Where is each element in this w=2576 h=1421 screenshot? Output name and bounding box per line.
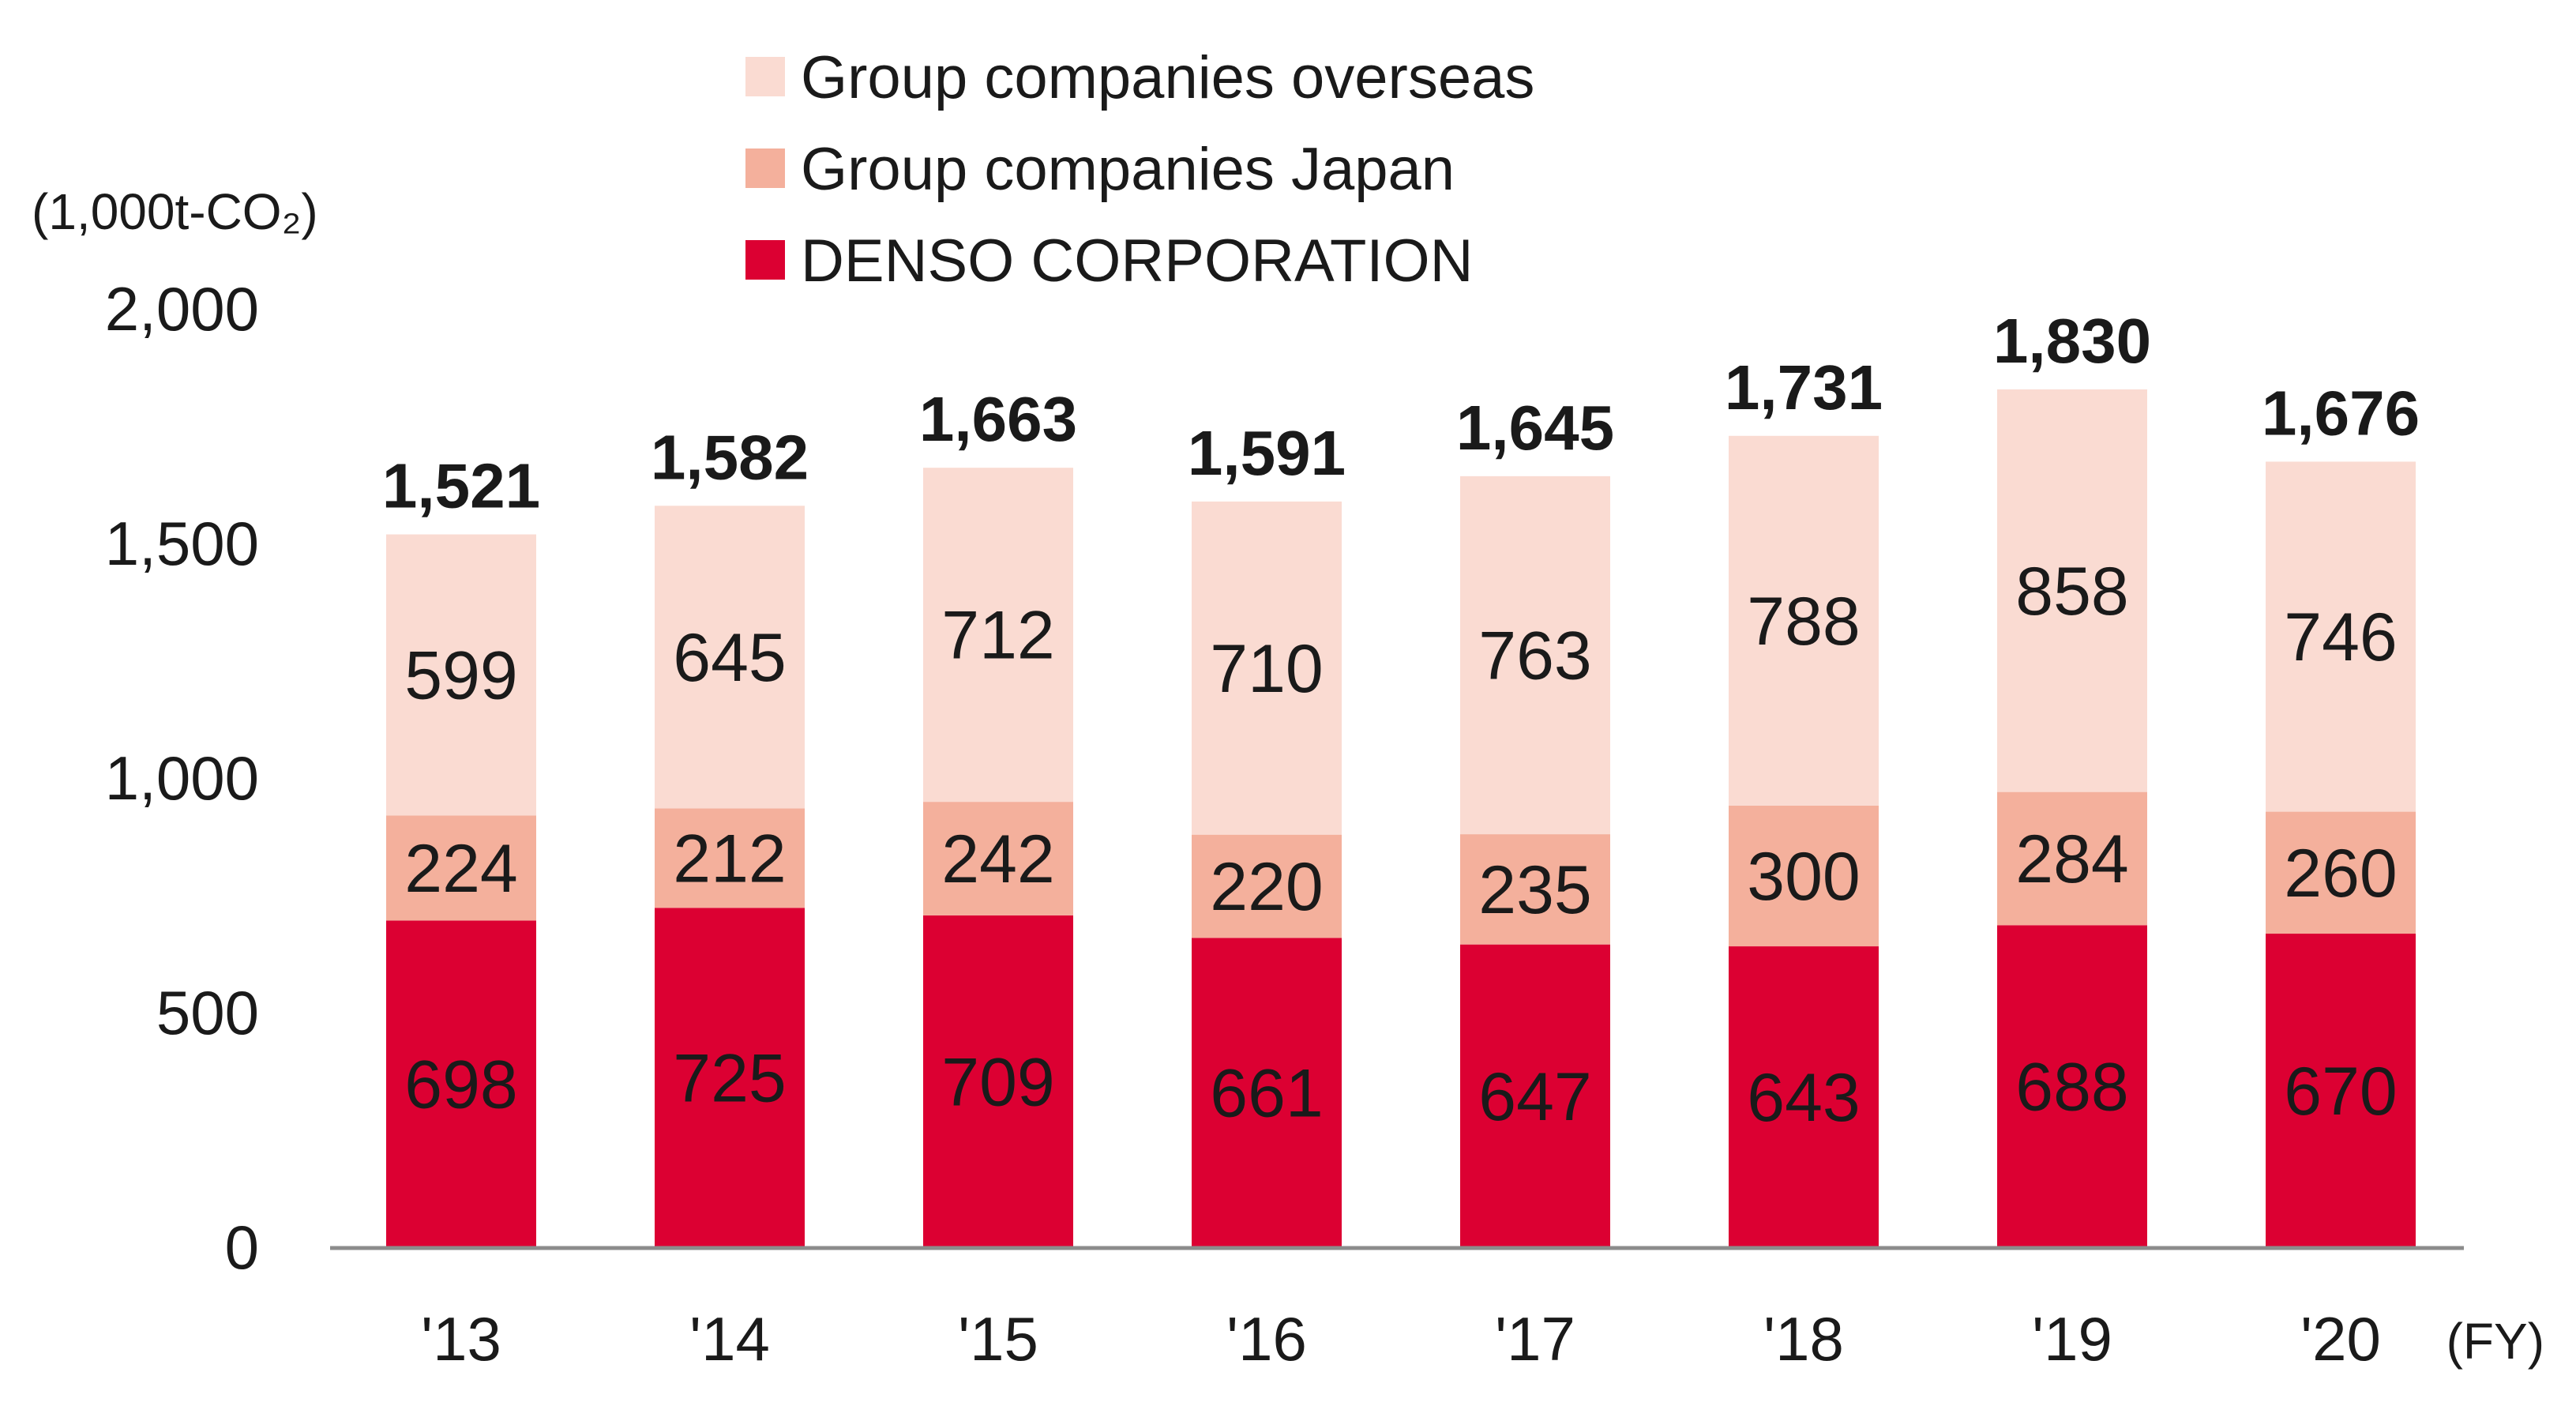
bar-segment bbox=[655, 506, 805, 809]
segment-value-label: 212 bbox=[673, 821, 787, 897]
segment-value-label: 300 bbox=[1747, 839, 1861, 915]
segment-value-label: 284 bbox=[2015, 821, 2129, 897]
segment-value-label: 643 bbox=[1747, 1060, 1861, 1136]
bar-total-label: 1,830 bbox=[1993, 306, 2151, 376]
bar-segment bbox=[1729, 435, 1879, 806]
legend-label: Group companies Japan bbox=[801, 136, 1455, 203]
legend-swatch bbox=[745, 240, 785, 280]
bar-segment bbox=[923, 802, 1073, 915]
bar-segment bbox=[1460, 834, 1610, 945]
bar-segment bbox=[1192, 501, 1342, 835]
segment-value-label: 746 bbox=[2284, 600, 2398, 675]
y-tick-label: 1,500 bbox=[105, 509, 259, 578]
segment-value-label: 645 bbox=[673, 620, 787, 696]
bar-segment bbox=[2266, 461, 2416, 812]
bar-total-label: 1,676 bbox=[2262, 378, 2420, 448]
fy-label: (FY) bbox=[2446, 1313, 2544, 1370]
x-tick-label: '19 bbox=[2032, 1304, 2112, 1374]
bar-total-label: 1,645 bbox=[1456, 393, 1614, 463]
x-tick-label: '18 bbox=[1763, 1304, 1844, 1374]
bar-segment bbox=[655, 808, 805, 908]
segment-value-label: 647 bbox=[1478, 1059, 1592, 1135]
segment-value-label: 599 bbox=[404, 637, 518, 713]
bar-segment bbox=[1729, 805, 1879, 947]
segment-value-label: 220 bbox=[1210, 849, 1324, 925]
bar-total-label: 1,521 bbox=[382, 451, 540, 521]
unit-label: (1,000t-CO₂) bbox=[32, 183, 318, 240]
segment-value-label: 688 bbox=[2015, 1050, 2129, 1126]
bar-segment bbox=[1997, 791, 2147, 926]
segment-value-label: 725 bbox=[673, 1041, 787, 1117]
bar-segment bbox=[1997, 389, 2147, 792]
x-axis-ticks: '13 '14 '15 '16 '17 '18 '19 '20 bbox=[421, 1304, 2381, 1374]
x-tick-label: '16 bbox=[1226, 1304, 1307, 1374]
segment-value-label: 788 bbox=[1747, 584, 1861, 660]
segment-value-label: 858 bbox=[2015, 554, 2129, 630]
bar-segment bbox=[1192, 834, 1342, 938]
segment-value-label: 260 bbox=[2284, 836, 2398, 912]
bar-segment bbox=[386, 815, 536, 921]
y-tick-label: 500 bbox=[156, 978, 259, 1047]
bar-segment bbox=[923, 915, 1073, 1248]
segment-value-label: 661 bbox=[1210, 1056, 1324, 1132]
segment-value-label: 712 bbox=[941, 598, 1055, 674]
segment-value-label: 235 bbox=[1478, 852, 1592, 928]
x-tick-label: '15 bbox=[958, 1304, 1038, 1374]
bar-total-label: 1,663 bbox=[919, 384, 1077, 454]
bar-segment bbox=[923, 468, 1073, 803]
legend-swatch bbox=[745, 148, 785, 188]
bar-segment bbox=[1460, 476, 1610, 835]
y-axis-ticks: 0 500 1,000 1,500 2,000 bbox=[105, 274, 259, 1282]
bar-segment bbox=[386, 534, 536, 816]
segment-value-label: 224 bbox=[404, 831, 518, 907]
legend-label: Group companies overseas bbox=[801, 44, 1534, 111]
bar-total-label: 1,582 bbox=[651, 422, 809, 492]
segment-value-label: 670 bbox=[2284, 1054, 2398, 1130]
bar-segment bbox=[2266, 811, 2416, 934]
segment-value-label: 698 bbox=[404, 1047, 518, 1123]
bar-segment bbox=[1997, 925, 2147, 1248]
legend: Group companies overseas Group companies … bbox=[745, 44, 1534, 295]
legend-swatch bbox=[745, 57, 785, 96]
bar-segment bbox=[1729, 946, 1879, 1248]
legend-label: DENSO CORPORATION bbox=[801, 227, 1474, 295]
x-tick-label: '14 bbox=[689, 1304, 770, 1374]
bar-segment bbox=[1192, 938, 1342, 1248]
x-tick-label: '20 bbox=[2300, 1304, 2381, 1374]
x-tick-label: '13 bbox=[421, 1304, 501, 1374]
bar-segment bbox=[2266, 934, 2416, 1248]
y-tick-label: 0 bbox=[225, 1212, 259, 1282]
segment-value-label: 709 bbox=[941, 1044, 1055, 1120]
segment-value-label: 242 bbox=[941, 821, 1055, 897]
y-tick-label: 2,000 bbox=[105, 274, 259, 344]
bar-total-label: 1,591 bbox=[1188, 418, 1346, 488]
y-tick-label: 1,000 bbox=[105, 743, 259, 813]
bars: 698 224 599 1,521 725 212 645 1,582 709 242 712 1,6… bbox=[382, 306, 2420, 1248]
bar-segment bbox=[655, 908, 805, 1248]
bar-segment bbox=[386, 920, 536, 1248]
bar-segment bbox=[1460, 944, 1610, 1248]
bar-total-label: 1,731 bbox=[1725, 352, 1883, 423]
segment-value-label: 710 bbox=[1210, 631, 1324, 707]
segment-value-label: 763 bbox=[1478, 618, 1592, 694]
x-tick-label: '17 bbox=[1495, 1304, 1575, 1374]
